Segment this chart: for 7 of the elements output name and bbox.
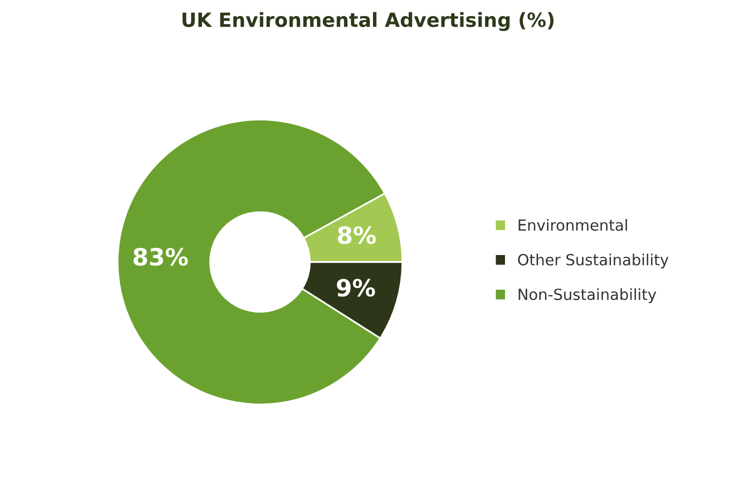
legend-label: Other Sustainability — [518, 254, 668, 268]
data-label: 83% — [134, 248, 188, 266]
legend-label: Environmental — [518, 219, 627, 231]
data-label: 9% — [336, 278, 376, 297]
data-label: 8% — [338, 226, 376, 244]
legend-label: Non-Sustainability — [518, 288, 656, 304]
chart-title: UK Environmental Advertising (%) — [182, 12, 554, 32]
